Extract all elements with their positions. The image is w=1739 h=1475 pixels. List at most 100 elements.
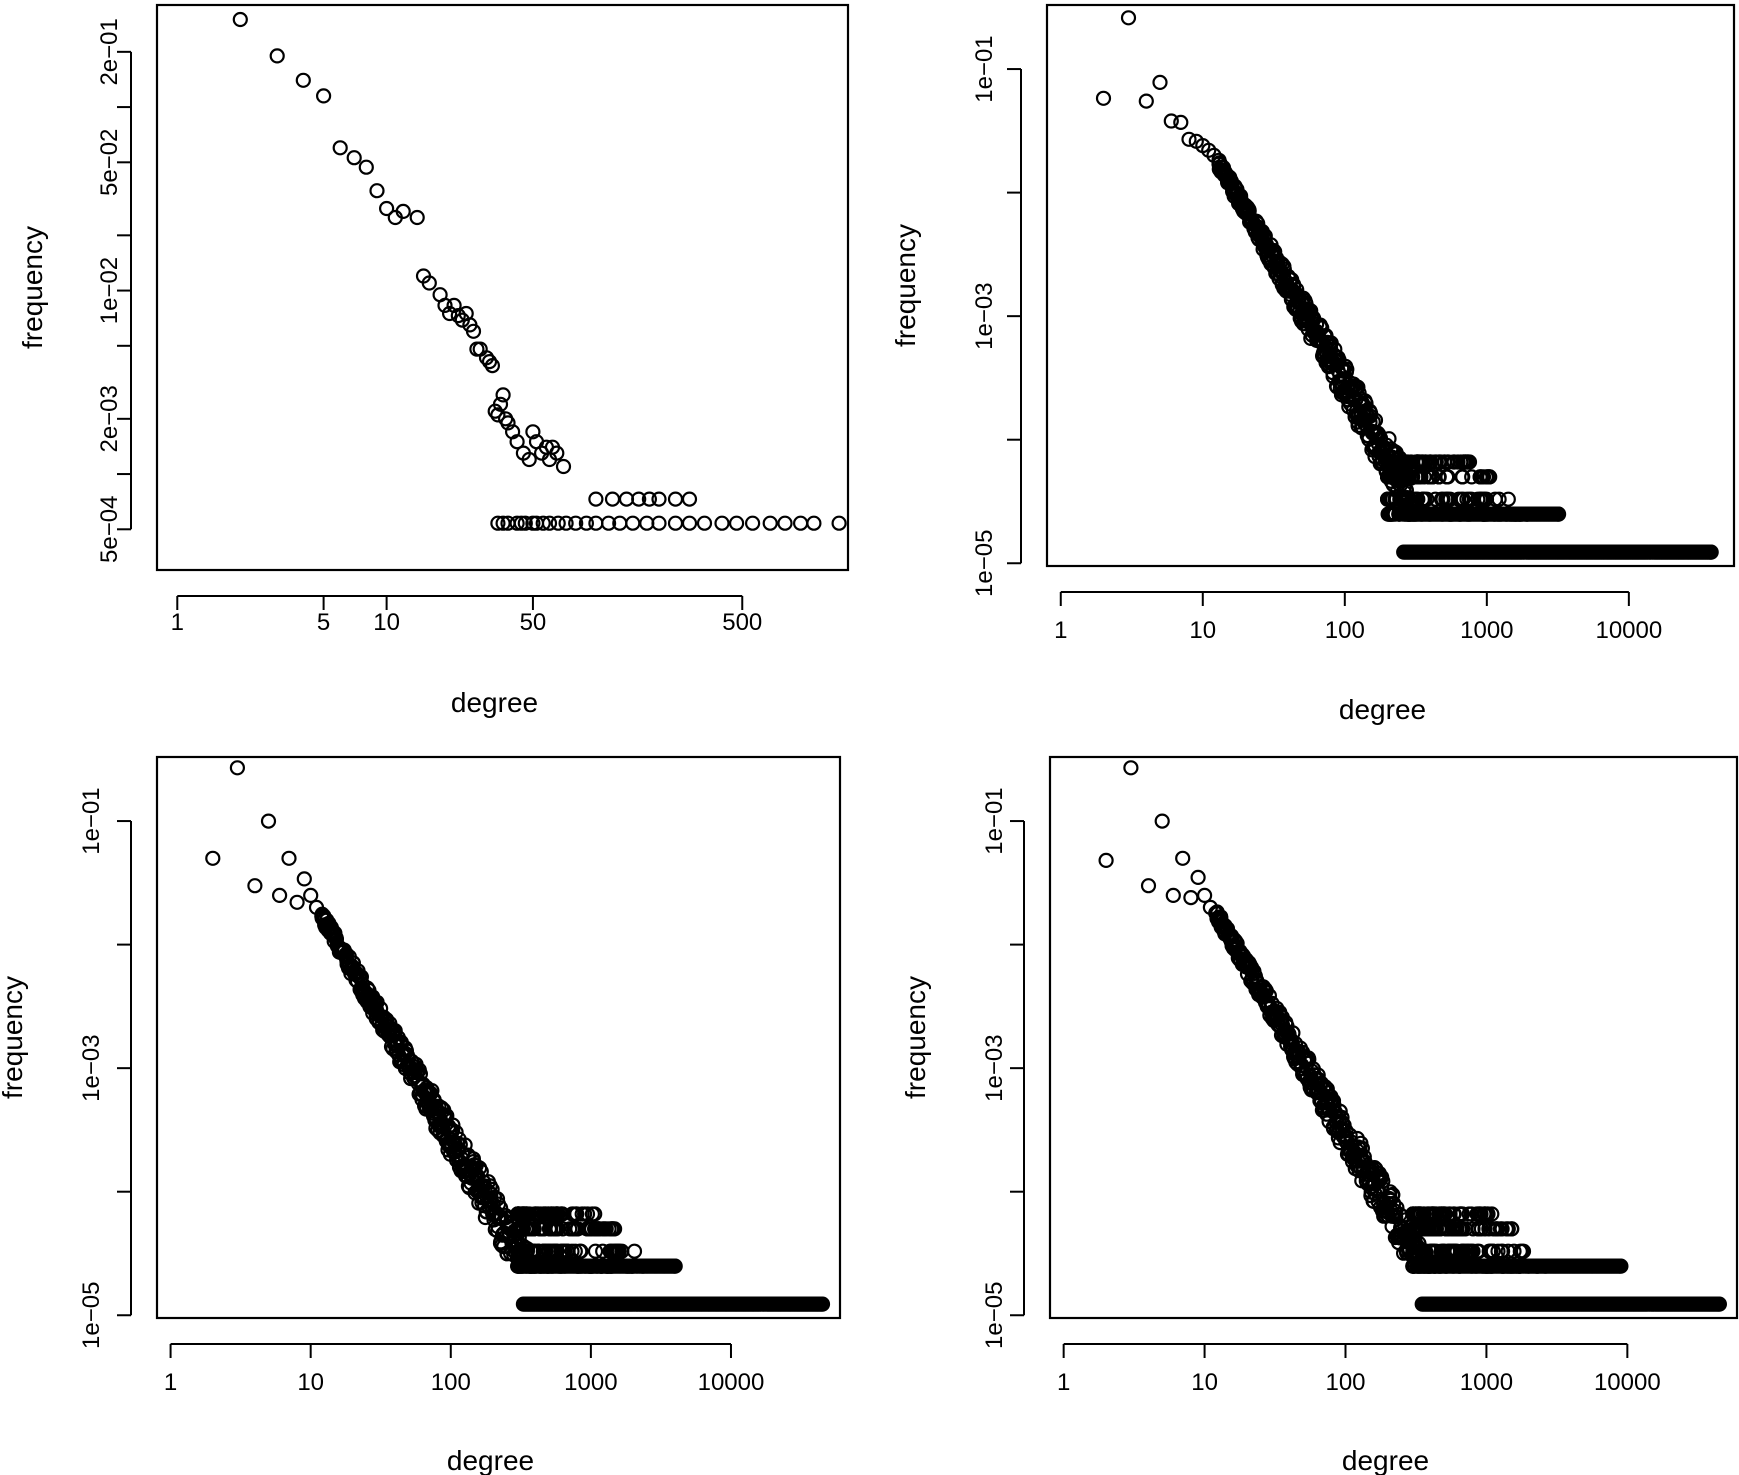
x-tick-label: 1000 — [564, 1369, 617, 1396]
data-point — [814, 1296, 831, 1312]
data-point — [1190, 869, 1206, 886]
data-point — [535, 515, 551, 531]
data-point — [512, 1206, 528, 1222]
data-point — [1490, 1243, 1506, 1259]
x-tick-label: 1 — [1054, 617, 1067, 644]
data-point — [541, 515, 558, 531]
data-point — [1469, 1243, 1486, 1259]
y-tick-label: 2e−01 — [96, 18, 123, 85]
data-point — [484, 358, 500, 374]
data-point — [515, 1243, 531, 1259]
y-axis-label: frequency — [900, 976, 931, 1099]
data-point — [578, 515, 595, 531]
data-point — [1409, 1206, 1426, 1222]
data-point — [568, 515, 584, 531]
data-point — [1120, 10, 1137, 26]
data-point — [510, 1243, 526, 1259]
data-point — [569, 1206, 585, 1222]
data-point — [1473, 469, 1490, 485]
data-point — [526, 1221, 542, 1237]
data-point — [1380, 469, 1396, 485]
data-point — [1334, 1109, 1350, 1126]
data-point — [584, 1206, 601, 1222]
x-axis-label: degree — [1342, 1445, 1429, 1475]
data-point — [296, 871, 312, 887]
y-axis-label: frequency — [0, 976, 28, 1099]
data-point — [1711, 1296, 1728, 1312]
data-point — [509, 434, 525, 450]
data-point — [1430, 469, 1447, 485]
data-point — [588, 491, 604, 507]
data-point — [1410, 491, 1426, 507]
data-point — [295, 72, 311, 88]
data-point — [316, 88, 332, 104]
data-point — [1339, 361, 1355, 377]
data-point — [696, 515, 713, 531]
x-tick-label: 100 — [1325, 617, 1365, 644]
data-point — [548, 1206, 564, 1222]
data-point — [260, 813, 277, 829]
data-point — [1452, 1221, 1468, 1237]
y-tick-label: 1e−05 — [981, 1282, 1008, 1349]
data-point — [1303, 303, 1319, 319]
y-tick-label: 5e−02 — [96, 129, 123, 196]
data-point — [777, 515, 793, 531]
data-point — [1354, 1140, 1371, 1156]
data-point — [1455, 469, 1471, 485]
y-tick-label: 2e−03 — [96, 385, 123, 452]
data-point — [537, 1243, 554, 1259]
data-point — [1196, 887, 1213, 904]
data-point — [289, 894, 305, 910]
x-tick-label: 10 — [297, 1369, 324, 1396]
data-point — [395, 203, 411, 219]
data-point — [1461, 1206, 1477, 1222]
data-point — [543, 1243, 560, 1259]
data-point — [1387, 454, 1403, 470]
data-point — [555, 458, 572, 475]
data-point — [1404, 469, 1420, 485]
data-point — [651, 491, 667, 507]
data-point — [1381, 454, 1397, 470]
data-point — [525, 424, 541, 440]
data-point — [1433, 454, 1449, 470]
data-point — [490, 515, 506, 531]
data-point — [229, 760, 245, 776]
scatter-points — [1098, 760, 1728, 1312]
y-axis-label: frequency — [890, 224, 921, 347]
data-point — [303, 887, 319, 904]
data-point — [1181, 131, 1197, 147]
scatter-panel-1: 1 5 10 50 500 5e−04 2e−03 1e−02 5e−02 2e−01 degree… — [17, 3, 850, 718]
data-point — [421, 275, 437, 291]
y-tick-label: 1e−05 — [78, 1282, 105, 1349]
data-point — [1472, 491, 1489, 507]
data-point — [369, 183, 385, 199]
data-point — [1165, 887, 1181, 904]
data-point — [1152, 74, 1168, 91]
data-point — [409, 209, 425, 226]
data-point — [269, 48, 285, 64]
data-point — [1485, 1221, 1501, 1237]
data-point — [569, 1221, 585, 1237]
scatter-points — [232, 11, 847, 531]
data-point — [667, 1258, 683, 1274]
data-point — [1470, 1221, 1486, 1237]
data-point — [1095, 90, 1112, 106]
data-point — [1419, 491, 1435, 507]
data-point — [232, 11, 248, 28]
data-point — [831, 515, 847, 531]
data-point — [1409, 454, 1426, 470]
x-tick-label: 5 — [317, 609, 330, 636]
data-point — [1417, 1243, 1433, 1259]
data-point — [534, 1221, 551, 1237]
data-point — [1444, 1243, 1460, 1259]
data-point — [1481, 1221, 1497, 1237]
data-point — [509, 515, 525, 531]
data-point — [1154, 813, 1170, 829]
data-point — [1464, 1243, 1480, 1259]
data-point — [492, 396, 509, 412]
data-point — [490, 407, 506, 423]
data-point — [1123, 760, 1139, 776]
data-point — [500, 415, 516, 431]
data-point — [714, 515, 730, 531]
